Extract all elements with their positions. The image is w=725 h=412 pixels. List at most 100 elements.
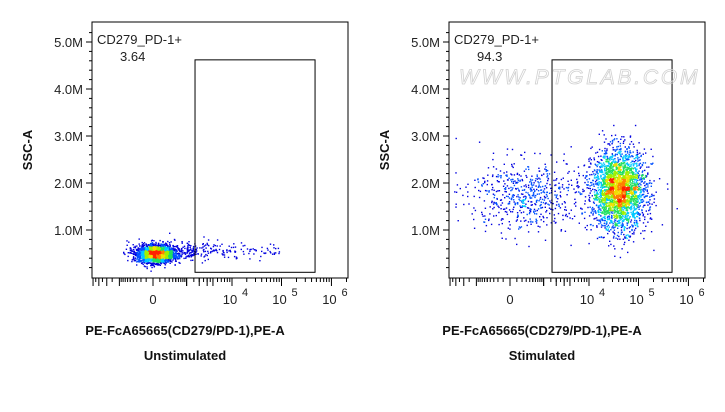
data-point [269, 250, 271, 253]
data-point [169, 262, 171, 264]
data-point [640, 190, 642, 192]
data-point [635, 221, 637, 223]
data-point [591, 195, 593, 197]
data-point [640, 166, 642, 168]
data-point [155, 257, 157, 259]
data-point [156, 263, 159, 265]
data-point [165, 258, 167, 260]
data-point [243, 253, 245, 255]
data-point [644, 204, 646, 206]
data-point [616, 148, 618, 150]
data-point [616, 171, 618, 173]
data-point [158, 260, 161, 262]
data-point [611, 175, 613, 177]
data-point [607, 195, 610, 198]
data-point [132, 258, 135, 260]
data-point [632, 168, 635, 170]
data-point [201, 262, 204, 264]
data-point [622, 212, 624, 214]
data-point [614, 215, 616, 217]
data-point [608, 245, 610, 247]
data-point [610, 155, 612, 158]
data-point [629, 172, 631, 174]
data-point [611, 143, 613, 145]
data-point [156, 248, 158, 250]
data-point [632, 173, 635, 176]
data-point [206, 254, 208, 257]
data-point [154, 244, 157, 246]
data-point [185, 252, 187, 254]
gate-rectangle [194, 59, 316, 273]
data-point [614, 198, 616, 200]
data-point [606, 186, 608, 188]
data-point [586, 184, 588, 186]
data-point [618, 221, 620, 223]
data-point [613, 194, 616, 197]
data-point [609, 173, 611, 175]
data-point [623, 205, 626, 207]
data-point [161, 248, 163, 251]
data-point [191, 250, 193, 252]
data-point [141, 257, 144, 260]
data-point [628, 167, 631, 169]
data-point [181, 242, 183, 244]
data-point [614, 170, 616, 173]
data-point [180, 247, 183, 250]
data-point [623, 167, 625, 170]
data-point [607, 229, 609, 232]
data-point [621, 248, 623, 250]
data-point [595, 217, 598, 219]
data-point [619, 189, 621, 191]
data-point [173, 250, 175, 252]
data-point [648, 166, 650, 168]
data-point [619, 199, 622, 201]
data-point [620, 207, 622, 210]
data-point [171, 257, 173, 259]
data-point [163, 247, 165, 249]
data-point [618, 163, 621, 165]
data-point [152, 252, 154, 254]
data-point [190, 259, 192, 262]
data-point [615, 153, 617, 155]
data-point [646, 166, 648, 168]
data-point [164, 267, 166, 269]
data-point [625, 196, 627, 198]
data-point [630, 221, 632, 223]
data-point [132, 253, 135, 256]
data-point [190, 252, 192, 254]
data-point [617, 145, 619, 148]
data-point [633, 163, 635, 165]
data-point [608, 226, 610, 228]
data-point [601, 186, 603, 189]
data-point [640, 177, 642, 179]
data-point [167, 248, 170, 251]
data-point [171, 250, 173, 252]
data-point [616, 178, 619, 180]
data-point [603, 209, 606, 211]
x-tick-label: 10 [272, 292, 286, 307]
data-point [620, 231, 623, 233]
data-point [604, 215, 606, 218]
data-point [608, 169, 610, 172]
data-point [164, 262, 166, 265]
data-point [596, 192, 598, 195]
data-point [646, 201, 648, 203]
data-point [643, 191, 645, 193]
data-point [623, 159, 626, 162]
data-point [158, 261, 160, 263]
data-point [609, 196, 611, 198]
data-point [614, 160, 616, 162]
data-point [200, 255, 202, 257]
data-point [629, 151, 631, 154]
data-point [619, 154, 622, 156]
data-point [609, 200, 612, 202]
data-point [584, 196, 587, 198]
data-point [636, 175, 639, 177]
data-point [612, 183, 615, 186]
data-point [155, 241, 157, 244]
data-point [175, 259, 177, 261]
data-point [150, 262, 152, 265]
data-point [640, 195, 643, 197]
data-point [597, 187, 599, 189]
data-point [622, 175, 625, 177]
